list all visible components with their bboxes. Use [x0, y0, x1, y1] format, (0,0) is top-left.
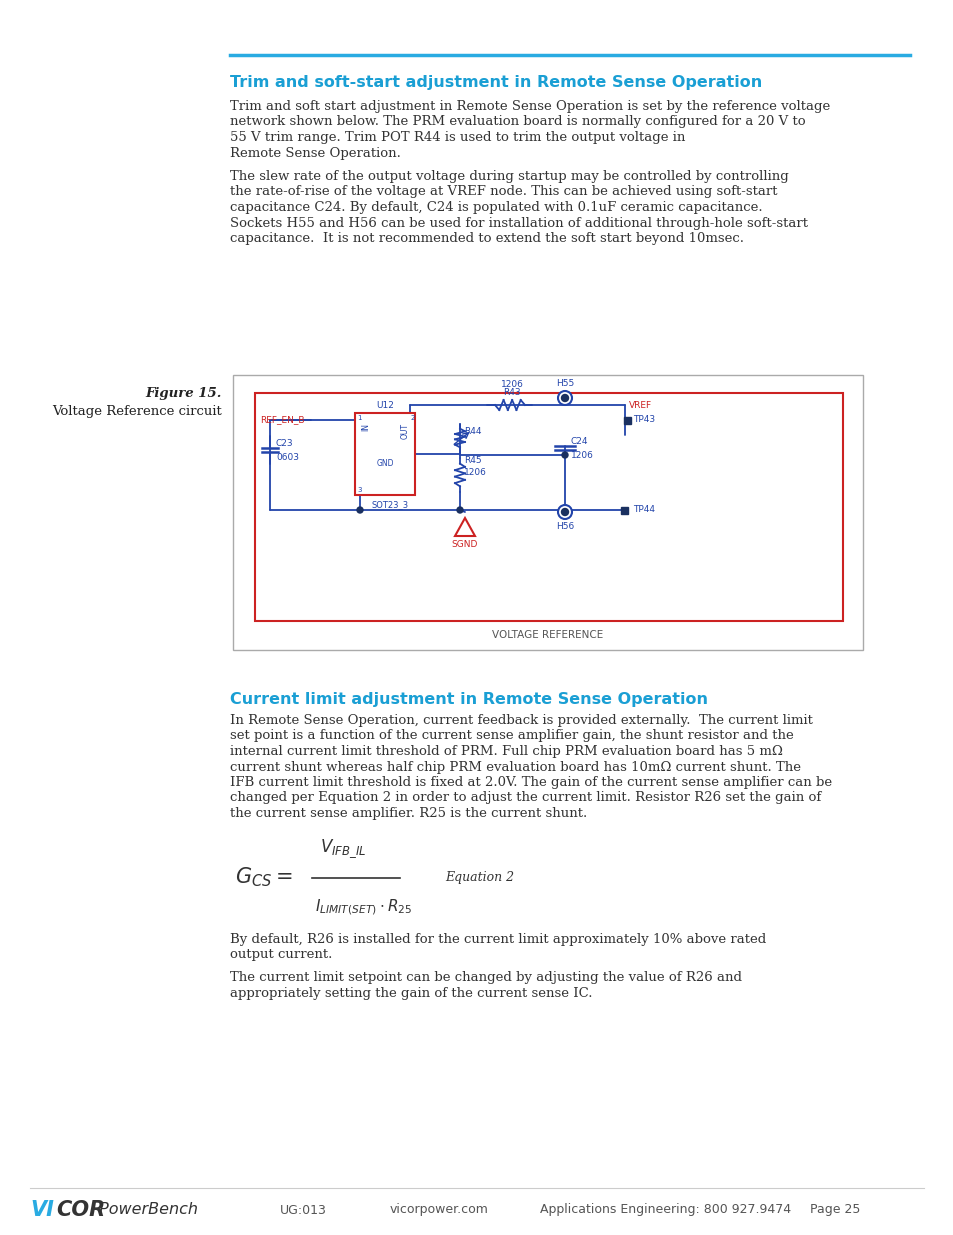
Text: 55 V trim range. Trim POT R44 is used to trim the output voltage in: 55 V trim range. Trim POT R44 is used to… [230, 131, 684, 144]
Text: $V_{IFB\_IL}$: $V_{IFB\_IL}$ [319, 839, 366, 861]
Text: Page 25: Page 25 [809, 1203, 860, 1216]
Text: Applications Engineering: 800 927.9474: Applications Engineering: 800 927.9474 [539, 1203, 790, 1216]
Text: OUT: OUT [400, 424, 410, 438]
Circle shape [356, 508, 363, 513]
Text: VREF: VREF [628, 400, 652, 410]
Text: 1206: 1206 [500, 380, 523, 389]
Text: Sockets H55 and H56 can be used for installation of additional through-hole soft: Sockets H55 and H56 can be used for inst… [230, 216, 807, 230]
Text: vicorpower.com: vicorpower.com [390, 1203, 488, 1216]
Text: $G_{CS}=$: $G_{CS}=$ [234, 866, 293, 889]
Text: GND: GND [375, 459, 394, 468]
Text: TP44: TP44 [633, 505, 655, 515]
Bar [620, 506, 628, 514]
Text: Remote Sense Operation.: Remote Sense Operation. [230, 147, 400, 159]
Text: Voltage Reference circuit: Voltage Reference circuit [52, 405, 222, 417]
Text: Trim and soft-start adjustment in Remote Sense Operation: Trim and soft-start adjustment in Remote… [230, 75, 761, 90]
Text: PowerBench: PowerBench [94, 1203, 198, 1218]
Bar [233, 375, 862, 650]
Text: the rate-of-rise of the voltage at VREF node. This can be achieved using soft-st: the rate-of-rise of the voltage at VREF … [230, 185, 777, 199]
Text: VOLTAGE REFERENCE: VOLTAGE REFERENCE [492, 630, 603, 640]
Text: R45: R45 [463, 456, 481, 466]
Text: H55: H55 [556, 379, 574, 388]
Text: Current limit adjustment in Remote Sense Operation: Current limit adjustment in Remote Sense… [230, 692, 707, 706]
Text: H56: H56 [556, 522, 574, 531]
Circle shape [561, 394, 568, 401]
Text: 1: 1 [356, 415, 361, 421]
Text: C23: C23 [275, 440, 294, 448]
Circle shape [561, 509, 568, 515]
Circle shape [558, 391, 572, 405]
Text: SOT23_3: SOT23_3 [371, 500, 408, 509]
Text: set point is a function of the current sense amplifier gain, the shunt resistor : set point is a function of the current s… [230, 730, 793, 742]
Text: SGND: SGND [452, 540, 477, 550]
Bar [254, 393, 842, 621]
Text: In Remote Sense Operation, current feedback is provided externally.  The current: In Remote Sense Operation, current feedb… [230, 714, 812, 727]
Text: Equation 2: Equation 2 [444, 871, 514, 884]
Text: capacitance C24. By default, C24 is populated with 0.1uF ceramic capacitance.: capacitance C24. By default, C24 is popu… [230, 201, 761, 214]
Bar [624, 416, 631, 424]
Text: capacitance.  It is not recommended to extend the soft start beyond 10msec.: capacitance. It is not recommended to ex… [230, 232, 743, 245]
Text: By default, R26 is installed for the current limit approximately 10% above rated: By default, R26 is installed for the cur… [230, 932, 765, 946]
Text: the current sense amplifier. R25 is the current shunt.: the current sense amplifier. R25 is the … [230, 806, 587, 820]
Text: The current limit setpoint can be changed by adjusting the value of R26 and: The current limit setpoint can be change… [230, 972, 741, 984]
Text: R44: R44 [463, 427, 481, 436]
Text: Trim and soft start adjustment in Remote Sense Operation is set by the reference: Trim and soft start adjustment in Remote… [230, 100, 829, 112]
Text: 1206: 1206 [463, 468, 486, 477]
Circle shape [561, 452, 567, 458]
Text: $I_{LIMIT(SET)} \cdot R_{25}$: $I_{LIMIT(SET)} \cdot R_{25}$ [314, 898, 412, 918]
Circle shape [561, 508, 567, 513]
Polygon shape [455, 517, 475, 536]
Text: 1206: 1206 [571, 452, 594, 461]
Circle shape [456, 508, 462, 513]
Text: U12: U12 [375, 401, 394, 410]
Text: 0603: 0603 [275, 453, 298, 462]
Text: REF_EN_B: REF_EN_B [260, 415, 304, 425]
Text: C24: C24 [571, 437, 588, 447]
Text: IN: IN [360, 424, 370, 431]
Text: R43: R43 [502, 388, 520, 396]
Text: IFB current limit threshold is fixed at 2.0V. The gain of the current sense ampl: IFB current limit threshold is fixed at … [230, 776, 831, 789]
Bar [355, 412, 415, 495]
Text: The slew rate of the output voltage during startup may be controlled by controll: The slew rate of the output voltage duri… [230, 170, 788, 183]
Text: Figure 15.: Figure 15. [146, 387, 222, 400]
Circle shape [558, 505, 572, 519]
Text: current shunt whereas half chip PRM evaluation board has 10mΩ current shunt. The: current shunt whereas half chip PRM eval… [230, 761, 801, 773]
Text: 3: 3 [356, 487, 361, 493]
Text: TP43: TP43 [633, 415, 655, 425]
Text: network shown below. The PRM evaluation board is normally configured for a 20 V : network shown below. The PRM evaluation … [230, 116, 804, 128]
Text: appropriately setting the gain of the current sense IC.: appropriately setting the gain of the cu… [230, 987, 592, 1000]
Text: UG:013: UG:013 [280, 1203, 327, 1216]
Text: internal current limit threshold of PRM. Full chip PRM evaluation board has 5 mΩ: internal current limit threshold of PRM.… [230, 745, 782, 758]
Text: output current.: output current. [230, 948, 332, 961]
Text: COR: COR [56, 1200, 105, 1220]
Text: changed per Equation 2 in order to adjust the current limit. Resistor R26 set th: changed per Equation 2 in order to adjus… [230, 792, 821, 804]
Text: 2: 2 [411, 415, 415, 421]
Text: VI: VI [30, 1200, 53, 1220]
